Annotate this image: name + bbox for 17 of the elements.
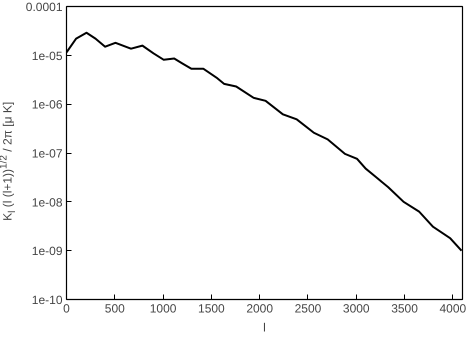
y-tick-label: 1e-07 (32, 146, 63, 160)
x-tick-label: 500 (104, 302, 126, 316)
x-tick-label: 3500 (391, 302, 418, 316)
x-tick-label: 3000 (342, 302, 370, 316)
y-tick-label: 1e-05 (32, 48, 63, 63)
x-tick-label: 2500 (294, 302, 322, 316)
x-tick-label: 0 (63, 302, 70, 316)
y-tick-label: 0.0001 (26, 0, 63, 14)
y-tick-label: 1e-06 (32, 98, 63, 112)
x-tick-label: 1000 (150, 302, 177, 316)
x-tick-label: 4000 (439, 302, 467, 316)
x-tick-label: 1500 (198, 302, 226, 316)
y-tick-label: 1e-09 (32, 244, 63, 258)
x-tick-label: 2000 (246, 302, 274, 316)
x-axis-title: l (263, 320, 266, 334)
y-tick-label: 1e-08 (32, 195, 63, 210)
y-tick-label: 1e-10 (32, 293, 63, 307)
